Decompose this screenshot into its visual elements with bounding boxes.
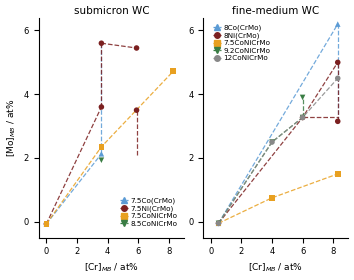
Point: [269, 196, 275, 200]
X-axis label: [Cr]$_{MB}$ / at%: [Cr]$_{MB}$ / at%: [248, 262, 303, 274]
Point: [134, 46, 139, 50]
Point: [216, 221, 221, 226]
Point: [300, 95, 306, 100]
Point: [44, 222, 49, 226]
Point: [98, 144, 104, 149]
Point: [335, 172, 341, 176]
Point: [216, 221, 221, 226]
Point: [216, 221, 221, 226]
Point: [300, 115, 306, 120]
Point: [335, 119, 341, 123]
Point: [335, 60, 341, 65]
Legend: 7.5Co(CrMo), 7.5Ni(CrMo), 7.5CoNiCrMo, 8.5CoNiCrMo: 7.5Co(CrMo), 7.5Ni(CrMo), 7.5CoNiCrMo, 8…: [117, 194, 180, 230]
Point: [300, 115, 306, 120]
Point: [269, 140, 275, 144]
Title: fine-medium WC: fine-medium WC: [232, 6, 319, 16]
Point: [134, 108, 139, 112]
Point: [335, 76, 341, 81]
Title: submicron WC: submicron WC: [74, 6, 149, 16]
Point: [44, 222, 49, 226]
Point: [98, 158, 104, 162]
Legend: 8Co(CrMo), 8Ni(CrMo), 7.5CoNiCrMo, 9.2CoNiCrMo, 12CoNiCrMo: 8Co(CrMo), 8Ni(CrMo), 7.5CoNiCrMo, 9.2Co…: [210, 21, 273, 64]
Point: [44, 222, 49, 226]
Point: [216, 221, 221, 226]
Point: [216, 221, 221, 226]
Point: [170, 69, 176, 74]
Point: [98, 105, 104, 109]
Point: [300, 115, 306, 120]
Point: [269, 140, 275, 144]
Point: [98, 151, 104, 156]
X-axis label: [Cr]$_{MB}$ / at%: [Cr]$_{MB}$ / at%: [84, 262, 139, 274]
Point: [335, 22, 341, 26]
Y-axis label: [Mo]$_{MB}$ / at%: [Mo]$_{MB}$ / at%: [6, 99, 18, 157]
Point: [98, 41, 104, 45]
